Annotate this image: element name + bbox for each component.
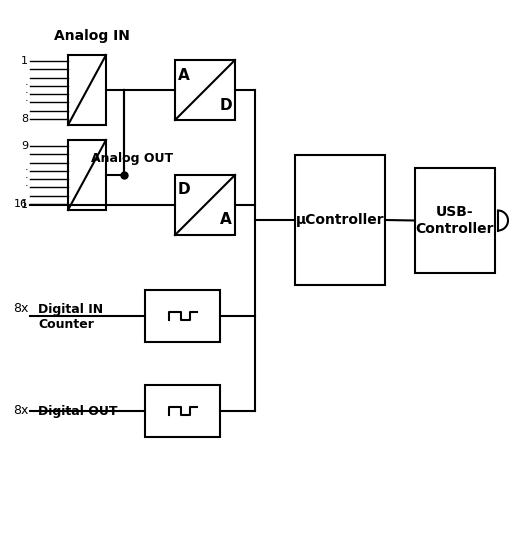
Text: .: .: [24, 85, 28, 95]
Text: D: D: [178, 183, 190, 198]
Text: 8x: 8x: [12, 302, 28, 315]
Text: .: .: [24, 178, 28, 188]
Text: A: A: [220, 213, 232, 227]
Text: .: .: [24, 170, 28, 180]
Text: Digital IN: Digital IN: [38, 302, 103, 315]
Bar: [68, 55, 106, 125]
Text: Digital OUT: Digital OUT: [38, 404, 118, 417]
Text: Counter: Counter: [38, 318, 94, 330]
Text: D: D: [219, 98, 232, 112]
Text: 16: 16: [14, 199, 28, 209]
Text: 9: 9: [21, 141, 28, 151]
Bar: [145, 385, 220, 437]
Text: Analog OUT: Analog OUT: [91, 152, 173, 165]
Text: 8: 8: [21, 114, 28, 124]
Text: .: .: [24, 93, 28, 103]
Bar: [175, 175, 235, 235]
Bar: [145, 290, 220, 342]
Text: 8x: 8x: [12, 404, 28, 417]
Text: A: A: [178, 68, 190, 83]
Bar: [175, 60, 235, 120]
Text: .: .: [24, 77, 28, 86]
Text: .: .: [24, 161, 28, 172]
Bar: [295, 155, 385, 285]
Bar: [68, 140, 106, 210]
Text: USB-
Controller: USB- Controller: [416, 205, 494, 235]
Text: 1: 1: [21, 200, 28, 210]
Text: 1: 1: [21, 56, 28, 66]
Text: Analog IN: Analog IN: [54, 29, 130, 43]
Text: μController: μController: [296, 213, 384, 227]
Bar: [415, 168, 495, 273]
